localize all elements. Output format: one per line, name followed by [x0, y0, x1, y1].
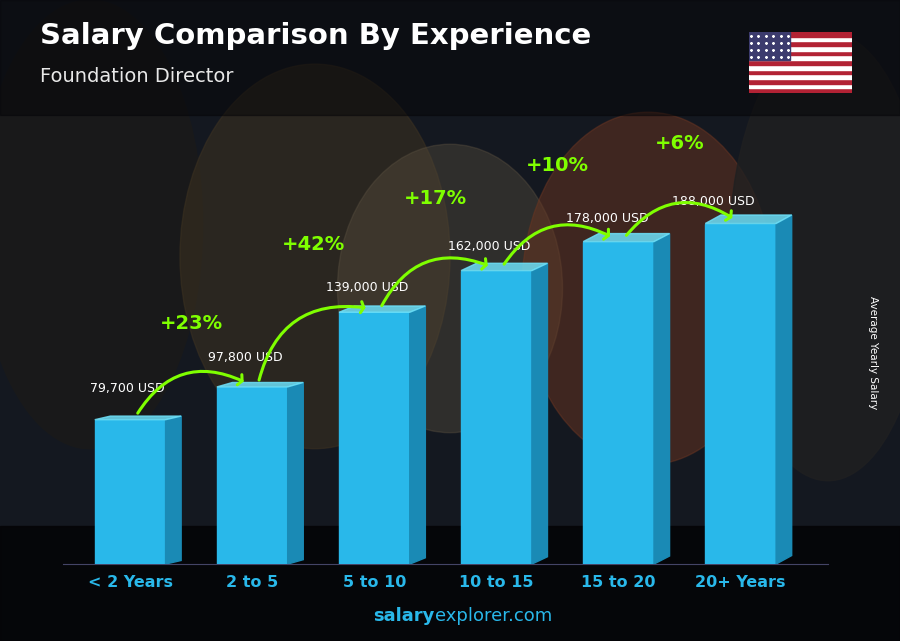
Text: 188,000 USD: 188,000 USD: [672, 195, 755, 208]
Text: salary: salary: [374, 607, 435, 625]
Text: 178,000 USD: 178,000 USD: [566, 212, 649, 225]
Ellipse shape: [338, 144, 562, 433]
Bar: [749, 32, 852, 37]
Polygon shape: [288, 383, 303, 564]
Bar: [749, 60, 852, 65]
Text: +17%: +17%: [404, 189, 467, 208]
Bar: [0, 0, 900, 115]
Bar: [749, 37, 852, 42]
Text: +6%: +6%: [655, 134, 705, 153]
Polygon shape: [461, 263, 547, 271]
Polygon shape: [776, 215, 792, 564]
Text: 139,000 USD: 139,000 USD: [326, 281, 409, 294]
Text: +23%: +23%: [159, 313, 223, 333]
Ellipse shape: [180, 64, 450, 449]
Text: Salary Comparison By Experience: Salary Comparison By Experience: [40, 22, 592, 51]
Polygon shape: [94, 420, 166, 564]
Bar: [749, 46, 852, 51]
Polygon shape: [217, 383, 303, 387]
Text: Average Yearly Salary: Average Yearly Salary: [868, 296, 878, 409]
Bar: [749, 56, 852, 60]
Text: Foundation Director: Foundation Director: [40, 67, 234, 87]
Polygon shape: [583, 233, 670, 242]
Bar: [0, 526, 900, 641]
Bar: [749, 88, 852, 93]
Bar: [749, 83, 852, 88]
Polygon shape: [583, 242, 654, 564]
Polygon shape: [166, 416, 181, 564]
Bar: [749, 74, 852, 79]
Polygon shape: [94, 416, 181, 420]
Polygon shape: [410, 306, 426, 564]
Polygon shape: [339, 312, 410, 564]
Polygon shape: [532, 263, 547, 564]
Bar: [749, 69, 852, 74]
Bar: [749, 42, 852, 46]
Text: explorer.com: explorer.com: [435, 607, 552, 625]
Text: 79,700 USD: 79,700 USD: [91, 381, 165, 395]
Text: +42%: +42%: [282, 235, 345, 254]
Bar: [749, 32, 790, 60]
Polygon shape: [339, 306, 426, 312]
Bar: [749, 51, 852, 56]
Polygon shape: [217, 387, 288, 564]
Polygon shape: [706, 215, 792, 224]
Text: +10%: +10%: [526, 156, 589, 175]
Polygon shape: [654, 233, 670, 564]
Bar: [749, 65, 852, 69]
Ellipse shape: [522, 112, 774, 465]
Ellipse shape: [0, 0, 202, 449]
Polygon shape: [461, 271, 532, 564]
Text: 162,000 USD: 162,000 USD: [448, 240, 531, 253]
Ellipse shape: [729, 32, 900, 481]
Bar: [749, 79, 852, 83]
Polygon shape: [706, 224, 776, 564]
Text: 97,800 USD: 97,800 USD: [208, 351, 283, 364]
